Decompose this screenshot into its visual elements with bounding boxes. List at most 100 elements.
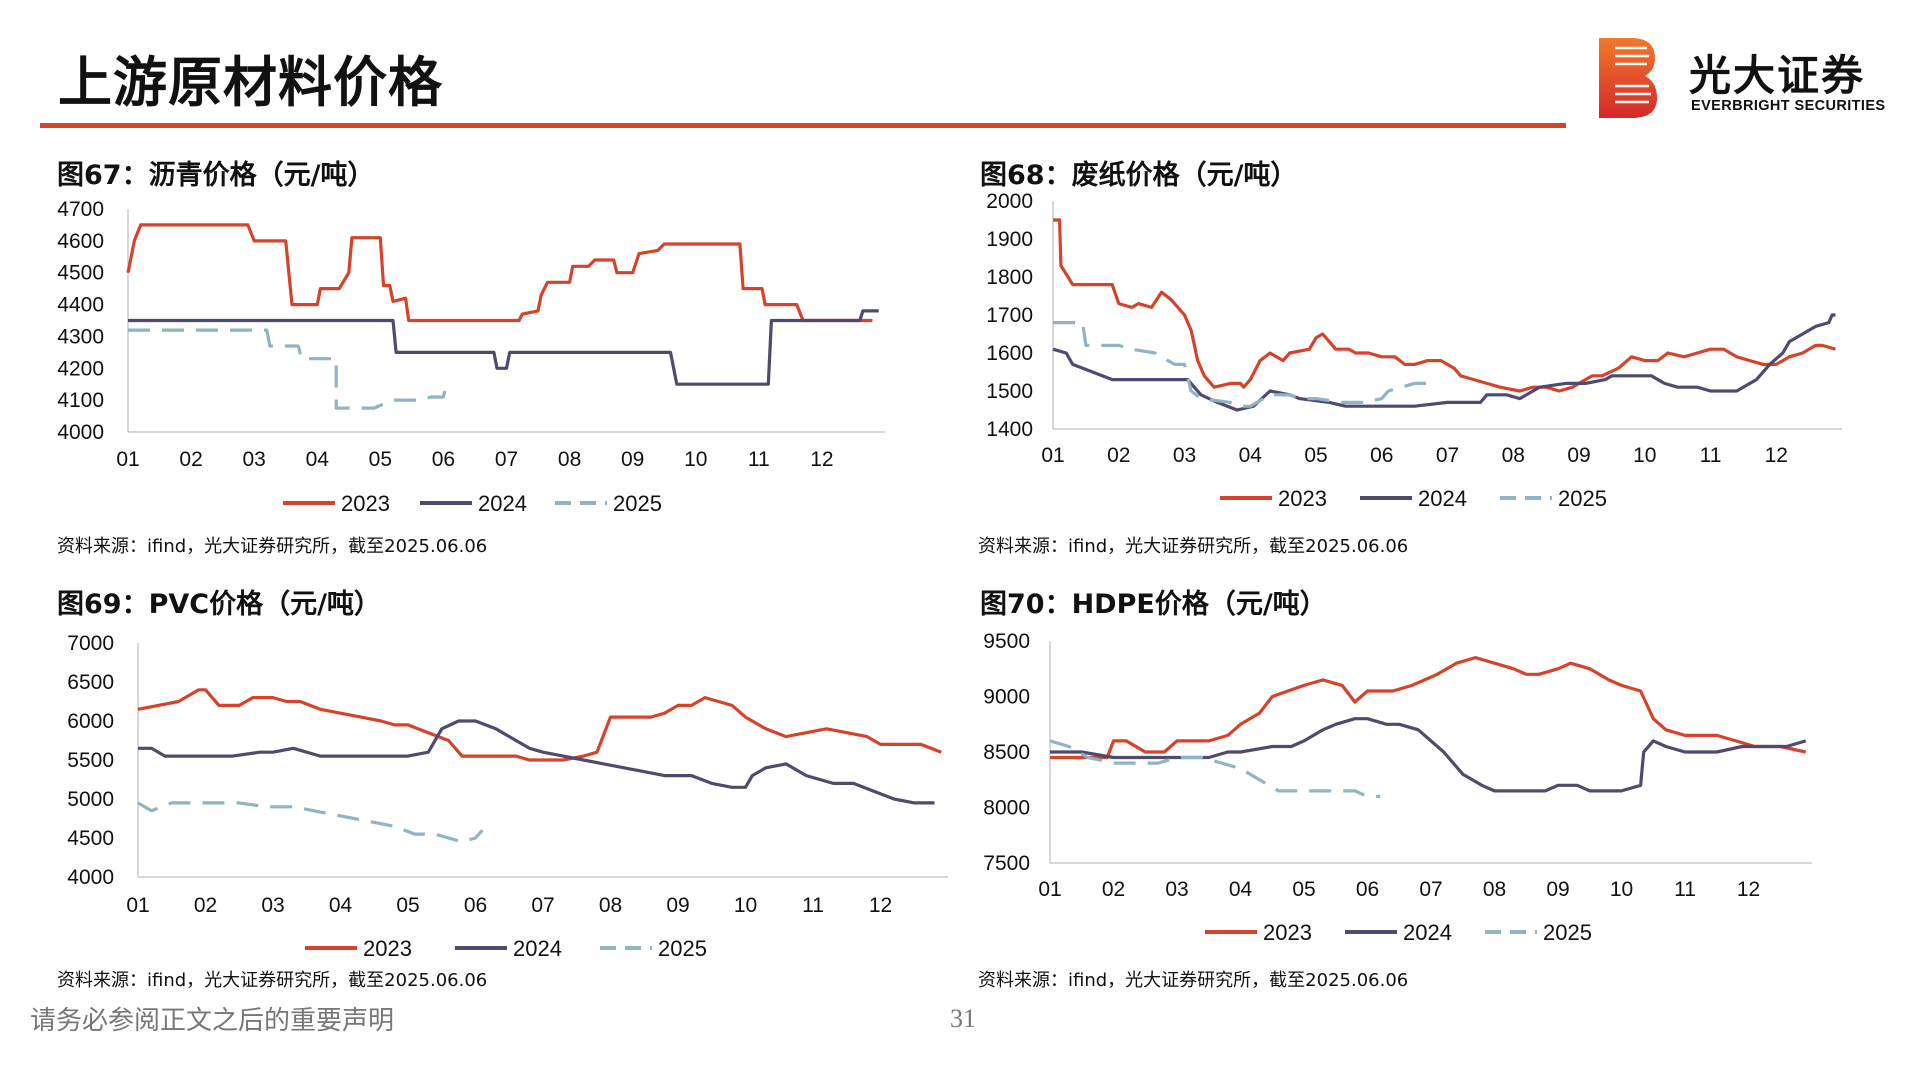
x-tick-label: 08 [599, 894, 622, 917]
x-tick-label: 08 [1483, 878, 1506, 901]
y-tick-label: 5000 [67, 788, 114, 811]
legend-label-2024: 2024 [1403, 920, 1452, 945]
chart-69-source: 资料来源：ifind，光大证券研究所，截至2025.06.06 [57, 970, 488, 991]
y-tick-label: 8500 [983, 741, 1030, 764]
x-tick-label: 07 [495, 448, 518, 471]
series-line-2023 [1050, 656, 1807, 760]
x-tick-label: 01 [126, 894, 149, 917]
series-line-2024 [138, 719, 935, 805]
x-tick-label: 05 [396, 894, 419, 917]
series-line-2024 [1050, 717, 1807, 793]
y-tick-label: 7500 [983, 852, 1030, 875]
x-tick-label: 02 [1102, 878, 1125, 901]
x-tick-label: 03 [1173, 444, 1196, 467]
series-line-2023 [1053, 218, 1836, 393]
y-tick-label: 6000 [67, 710, 114, 733]
chart-2-plot: 4000 4500 5000 5500 6000 6500 7000 01 02 03 04 05 06… [67, 632, 948, 961]
x-tick-label: 07 [1436, 444, 1459, 467]
x-tick-label: 04 [329, 894, 353, 917]
chart-1-plot: 1400 1500 1600 1700 1800 1900 2000 01 02 03 04 05 06… [986, 190, 1842, 511]
title-rule [40, 123, 1566, 128]
x-tick-label: 08 [558, 448, 581, 471]
x-tick-label: 02 [179, 448, 202, 471]
series-line-2024 [1052, 313, 1836, 412]
y-tick-label: 8000 [983, 797, 1030, 820]
y-tick-label: 1600 [986, 342, 1033, 365]
y-tick-label: 4000 [67, 866, 114, 889]
legend-label-2023: 2023 [1263, 920, 1312, 945]
y-tick-label: 4400 [57, 294, 104, 317]
x-tick-label: 09 [621, 448, 644, 471]
series-line-2023 [137, 688, 942, 762]
y-tick-label: 1800 [986, 266, 1033, 289]
x-tick-label: 03 [242, 448, 265, 471]
y-tick-label: 2000 [986, 190, 1033, 213]
chart-0-plot: 4000 4100 4200 4300 4400 4500 4600 4700 01 02 03 04… [57, 198, 885, 516]
chart-67-title: 图67：沥青价格（元/吨） [57, 160, 375, 191]
x-tick-label: 02 [1107, 444, 1130, 467]
page-title: 上游原材料价格 [58, 51, 443, 114]
series-line-2023 [126, 223, 873, 323]
x-tick-label: 11 [1700, 444, 1722, 467]
x-tick-label: 05 [1304, 444, 1327, 467]
logo-cn: 光大证券 [1689, 51, 1866, 100]
x-tick-label: 04 [1229, 878, 1253, 901]
disclaimer-note: 请务必参阅正文之后的重要声明 [30, 1006, 395, 1036]
series-line-2025 [128, 328, 451, 410]
x-tick-label: 12 [810, 448, 833, 471]
x-tick-label: 01 [1038, 878, 1061, 901]
x-tick-label: 09 [1546, 878, 1569, 901]
chart-67-source: 资料来源：ifind，光大证券研究所，截至2025.06.06 [57, 536, 488, 557]
x-tick-label: 11 [1674, 878, 1696, 901]
chart-3-plot: 7500 8000 8500 9000 9500 01 02 03 04 05 06 07 08 09 10… [983, 630, 1812, 945]
chart-68-title: 图68：废纸价格（元/吨） [980, 160, 1298, 191]
x-tick-label: 12 [869, 894, 892, 917]
y-tick-label: 9500 [983, 630, 1030, 653]
y-tick-label: 4000 [57, 421, 104, 444]
y-tick-label: 4500 [57, 262, 104, 285]
series-line-2025 [1053, 321, 1432, 408]
x-tick-label: 12 [1737, 878, 1760, 901]
x-tick-label: 03 [1165, 878, 1188, 901]
legend-label-2023: 2023 [363, 936, 412, 961]
page-number: 31 [950, 1004, 976, 1033]
legend-label-2023: 2023 [341, 491, 390, 516]
x-tick-label: 07 [1419, 878, 1442, 901]
x-tick-label: 01 [1041, 444, 1064, 467]
y-tick-label: 5500 [67, 749, 114, 772]
x-tick-label: 10 [734, 894, 757, 917]
x-tick-label: 06 [464, 894, 487, 917]
y-tick-label: 4700 [57, 198, 104, 221]
y-tick-label: 1500 [986, 380, 1033, 403]
y-tick-label: 4200 [57, 357, 104, 380]
x-tick-label: 05 [1292, 878, 1315, 901]
x-tick-label: 03 [261, 894, 284, 917]
x-tick-label: 06 [432, 448, 455, 471]
brand-logo: 光大证券 EVERBRIGHT SECURITIES [1597, 36, 1897, 124]
x-tick-label: 09 [666, 894, 689, 917]
x-tick-label: 08 [1502, 444, 1525, 467]
y-tick-label: 4600 [57, 230, 104, 253]
series-line-2025 [137, 801, 484, 844]
everbright-logo-icon [1599, 38, 1657, 118]
x-tick-label: 02 [194, 894, 217, 917]
x-tick-label: 07 [531, 894, 554, 917]
y-tick-label: 4300 [57, 325, 104, 348]
x-tick-label: 11 [748, 448, 770, 471]
x-tick-label: 06 [1370, 444, 1393, 467]
chart-69-title: 图69：PVC价格（元/吨） [57, 589, 381, 620]
chart-68-source: 资料来源：ifind，光大证券研究所，截至2025.06.06 [978, 536, 1409, 557]
y-tick-label: 1700 [986, 304, 1033, 327]
x-tick-label: 04 [306, 448, 330, 471]
legend-label-2025: 2025 [658, 936, 707, 961]
x-tick-label: 04 [1239, 444, 1263, 467]
legend-label-2025: 2025 [1558, 486, 1607, 511]
x-tick-label: 06 [1356, 878, 1379, 901]
x-tick-label: 10 [1610, 878, 1633, 901]
logo-en: EVERBRIGHT SECURITIES [1691, 98, 1886, 114]
series-line-2025 [1049, 739, 1381, 798]
legend-label-2025: 2025 [613, 491, 662, 516]
x-tick-label: 12 [1765, 444, 1788, 467]
x-tick-label: 11 [802, 894, 824, 917]
